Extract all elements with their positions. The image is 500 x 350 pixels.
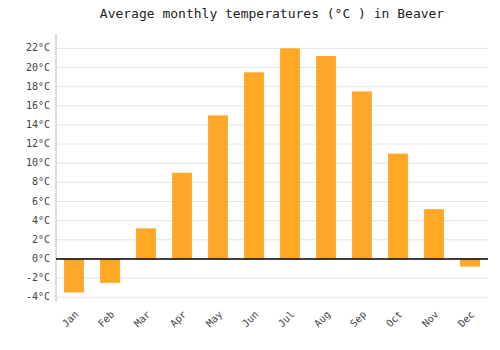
x-ticks: Jan Feb Mar Apr May Jun Jul Aug Sep Oct Nov Dec — [60, 309, 477, 330]
x-tick-label: Jan — [60, 309, 81, 330]
title: Average monthly temperatures (°C ) in Be… — [100, 6, 445, 21]
grid-line — [56, 258, 488, 259]
x-tick-label: Sep — [348, 309, 369, 330]
grid — [56, 48, 488, 297]
y-tick-label: 18°C — [26, 81, 50, 92]
grid-line — [56, 86, 488, 87]
bar — [244, 72, 264, 259]
grid-line — [56, 182, 488, 183]
x-tick-label: Nov — [420, 309, 441, 330]
y-ticks: -4°C -2°C 0°C 2°C 4°C 6°C 8°C 10°C 12°C 14°C 16°C 1… — [26, 42, 50, 302]
x-tick-label: Jun — [240, 309, 261, 330]
x-tick-label: Jul — [276, 309, 297, 330]
chart: -4°C -2°C 0°C 2°C 4°C 6°C 8°C 10°C 12°C 14°C 16°C 1… — [0, 0, 500, 350]
x-tick-label: Oct — [384, 309, 405, 330]
y-axis-line — [56, 34, 57, 302]
x-tick-label: Aug — [312, 309, 333, 330]
bar — [280, 48, 300, 259]
bar — [100, 259, 120, 283]
grid-line — [56, 144, 488, 145]
grid-line — [56, 201, 488, 202]
y-tick-label: 22°C — [26, 42, 50, 53]
bar — [208, 115, 228, 259]
x-tick-label: Mar — [132, 309, 153, 330]
y-tick-label: 14°C — [26, 119, 50, 130]
bar — [64, 259, 84, 293]
bar — [172, 173, 192, 259]
y-tick-label: -2°C — [26, 272, 50, 283]
y-tick-label: 4°C — [32, 215, 50, 226]
x-tick-label: Dec — [456, 309, 477, 330]
grid-line — [56, 297, 488, 298]
x-tick-label: May — [204, 309, 225, 330]
y-tick-label: 12°C — [26, 138, 50, 149]
y-tick-label: 6°C — [32, 196, 50, 207]
y-tick-label: 8°C — [32, 176, 50, 187]
chart-container: -4°C -2°C 0°C 2°C 4°C 6°C 8°C 10°C 12°C 14°C 16°C 1… — [0, 0, 500, 350]
bars — [64, 48, 480, 292]
zero-line — [56, 258, 488, 260]
y-tick-label: 2°C — [32, 234, 50, 245]
grid-line — [56, 163, 488, 164]
x-tick-label: Feb — [96, 309, 117, 330]
bar — [424, 209, 444, 259]
x-tick-label: Apr — [168, 309, 189, 330]
bar — [388, 154, 408, 259]
grid-line — [56, 48, 488, 49]
bar — [136, 228, 156, 259]
grid-line — [56, 220, 488, 221]
grid-line — [56, 278, 488, 279]
y-tick-label: 20°C — [26, 62, 50, 73]
grid-line — [56, 124, 488, 125]
grid-line — [56, 105, 488, 106]
bar — [316, 56, 336, 259]
grid-line — [56, 239, 488, 240]
bar — [460, 259, 480, 267]
grid-line — [56, 67, 488, 68]
y-tick-label: 0°C — [32, 253, 50, 264]
y-tick-label: -4°C — [26, 291, 50, 302]
bar — [352, 91, 372, 259]
y-tick-label: 16°C — [26, 100, 50, 111]
y-tick-label: 10°C — [26, 157, 50, 168]
